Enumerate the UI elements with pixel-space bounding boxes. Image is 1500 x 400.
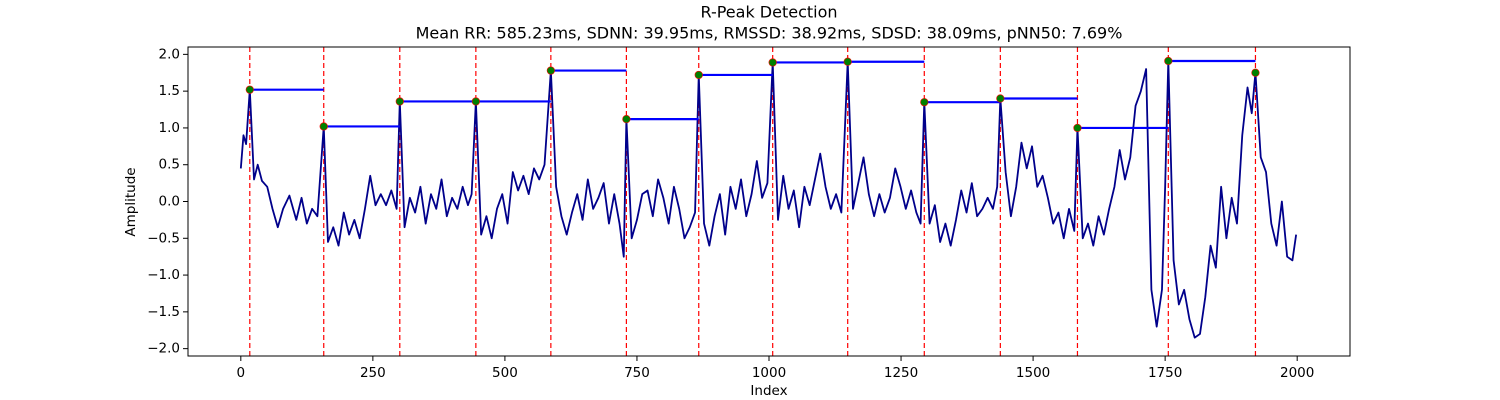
y-tick-label: 1.5	[159, 83, 180, 99]
peak-marker	[768, 58, 777, 67]
x-tick-label: 0	[237, 365, 246, 381]
peak-marker	[1073, 123, 1082, 133]
peak-marker	[622, 114, 631, 124]
peak-marker	[395, 97, 404, 106]
peak-marker	[546, 66, 555, 75]
y-axis-label: Amplitude	[123, 167, 139, 236]
y-tick-label: −1.0	[147, 267, 180, 283]
peak-marker	[920, 98, 929, 107]
x-tick-label: 250	[360, 365, 386, 381]
x-tick-label: 1750	[1148, 365, 1182, 381]
peak-marker	[1251, 68, 1260, 77]
y-tick-label: −1.5	[147, 304, 180, 320]
chart-title: R-Peak Detection	[700, 3, 837, 22]
x-tick-label: 1000	[752, 365, 786, 381]
chart-subtitle: Mean RR: 585.23ms, SDNN: 39.95ms, RMSSD:…	[416, 24, 1123, 43]
x-tick-label: 1250	[884, 365, 918, 381]
x-tick-label: 2000	[1280, 365, 1314, 381]
y-tick-label: 2.0	[159, 46, 180, 62]
peak-marker	[1164, 56, 1173, 66]
peak-marker	[471, 97, 480, 106]
plot-frame	[187, 46, 1351, 357]
peak-marker	[694, 70, 703, 80]
y-tick-label: −2.0	[147, 341, 180, 357]
peak-marker	[245, 85, 254, 94]
y-tick-label: −0.5	[147, 230, 180, 246]
signal-line	[239, 60, 1298, 339]
x-tick-label: 750	[624, 365, 650, 381]
x-tick-label: 1500	[1016, 365, 1050, 381]
x-axis-label: Index	[750, 383, 787, 399]
y-tick-label: 1.0	[159, 120, 180, 136]
x-tick-label: 500	[492, 365, 518, 381]
peak-marker	[996, 94, 1005, 103]
y-tick-label: 0.5	[159, 157, 180, 173]
y-tick-label: 0.0	[159, 194, 180, 210]
peak-marker	[843, 57, 852, 66]
peak-marker	[319, 122, 328, 131]
